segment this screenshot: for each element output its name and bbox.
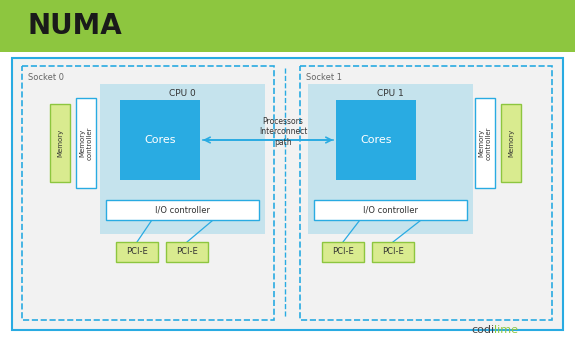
Bar xyxy=(22,66,274,320)
Text: Memory
controller: Memory controller xyxy=(478,126,492,160)
Text: I/O controller: I/O controller xyxy=(155,205,210,214)
Text: Socket 0: Socket 0 xyxy=(28,73,64,82)
Bar xyxy=(50,104,70,182)
Bar xyxy=(100,84,265,234)
Text: CPU 1: CPU 1 xyxy=(377,88,404,97)
Bar xyxy=(336,100,416,180)
Bar xyxy=(300,66,552,320)
Bar xyxy=(76,98,96,188)
Bar xyxy=(308,84,473,234)
Bar xyxy=(501,104,521,182)
Text: PCI-E: PCI-E xyxy=(332,248,354,257)
Text: PCI-E: PCI-E xyxy=(176,248,198,257)
Bar xyxy=(475,98,495,188)
Text: Memory: Memory xyxy=(57,129,63,157)
Bar xyxy=(166,242,208,262)
Bar xyxy=(116,242,158,262)
Bar xyxy=(106,200,259,220)
Text: I/O controller: I/O controller xyxy=(363,205,418,214)
Text: Memory: Memory xyxy=(508,129,514,157)
Bar xyxy=(314,200,467,220)
Text: NUMA: NUMA xyxy=(28,12,122,40)
Bar xyxy=(120,100,200,180)
Text: lime: lime xyxy=(494,325,518,335)
Text: Memory
controller: Memory controller xyxy=(79,126,93,160)
Text: Processors
Interconnect
path: Processors Interconnect path xyxy=(259,117,307,147)
Text: Cores: Cores xyxy=(144,135,176,145)
Text: codi: codi xyxy=(471,325,494,335)
Text: CPU 0: CPU 0 xyxy=(169,88,196,97)
Bar xyxy=(322,242,364,262)
Bar xyxy=(372,242,414,262)
Bar xyxy=(12,58,563,330)
Text: PCI-E: PCI-E xyxy=(382,248,404,257)
Text: Socket 1: Socket 1 xyxy=(306,73,342,82)
Text: PCI-E: PCI-E xyxy=(126,248,148,257)
Text: Cores: Cores xyxy=(361,135,392,145)
Bar xyxy=(0,0,575,52)
